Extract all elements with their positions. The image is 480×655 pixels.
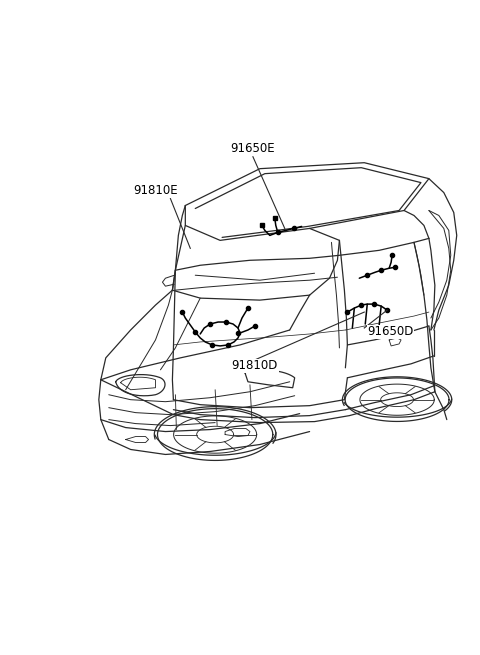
Text: 91650D: 91650D: [367, 326, 414, 339]
Text: 91810D: 91810D: [232, 360, 278, 372]
Text: 91650E: 91650E: [230, 142, 275, 155]
Text: 91810E: 91810E: [133, 184, 178, 197]
